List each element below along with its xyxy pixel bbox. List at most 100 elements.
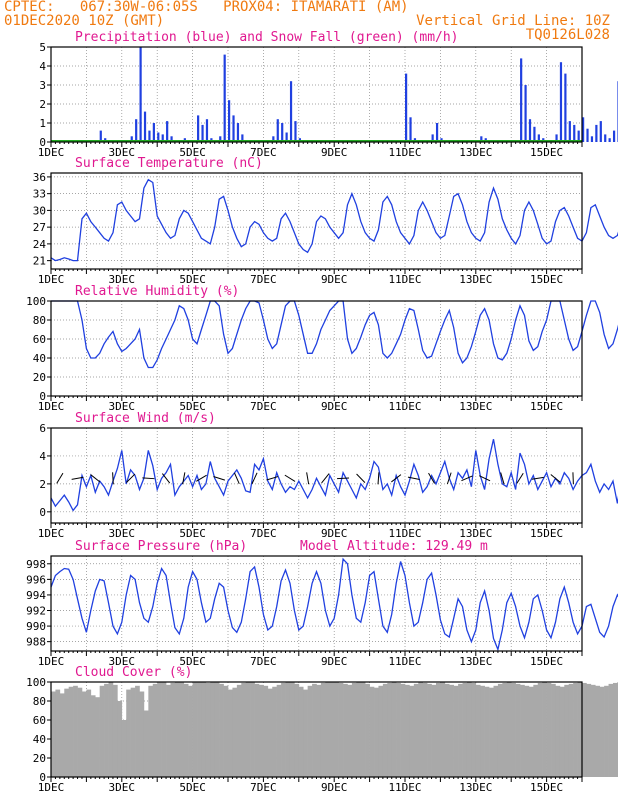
cloud-bar <box>316 684 322 777</box>
precip-bar <box>612 130 616 142</box>
precip-bar <box>524 85 527 142</box>
cloud-bar <box>325 682 331 777</box>
cloud-bar <box>462 682 468 777</box>
series-line <box>50 557 618 652</box>
cloud-bar <box>276 684 282 777</box>
cloud-bar <box>51 691 56 777</box>
cloud-bar <box>604 685 609 777</box>
cloud-bar <box>73 685 78 777</box>
x-tick-label: 1DEC <box>38 400 65 413</box>
cloud-bar <box>590 684 596 777</box>
wind-arrow <box>213 475 226 481</box>
cloud-bar <box>409 685 415 777</box>
cloud-bar <box>245 682 251 777</box>
cloud-bar <box>334 682 339 777</box>
cloud-bar <box>108 682 114 777</box>
cloud-bar <box>533 684 539 777</box>
cloud-bar <box>219 683 224 777</box>
y-tick-label: 0 <box>39 506 46 519</box>
cloud-bar <box>582 682 587 777</box>
cloud-bar <box>64 688 69 777</box>
x-tick-label: 15DEC <box>530 527 563 540</box>
panel-title: Surface Pressure (hPa) <box>75 539 247 554</box>
precip-bar <box>205 119 209 142</box>
cloud-bar <box>382 683 388 777</box>
x-tick-label: 11DEC <box>388 400 421 413</box>
y-tick-label: 21 <box>33 255 46 268</box>
cloud-bar <box>542 682 547 777</box>
x-tick-label: 13DEC <box>459 527 492 540</box>
precip-bar <box>236 123 240 142</box>
precip-bar <box>285 132 288 142</box>
wind-arrow <box>56 472 64 484</box>
station-header: CPTEC: 067:30W-06:05S PROX04: ITAMARATI … <box>4 0 409 15</box>
cloud-bar <box>143 710 149 777</box>
y-tick-label: 40 <box>33 733 46 746</box>
y-tick-label: 1 <box>39 117 46 130</box>
y-tick-label: 0 <box>39 390 46 403</box>
cloud-bar <box>360 682 366 777</box>
y-tick-label: 996 <box>26 573 46 586</box>
precip-bar <box>480 136 483 142</box>
x-tick-label: 15DEC <box>530 400 563 413</box>
x-tick-label: 7DEC <box>250 146 277 159</box>
panel-title: Cloud Cover (%) <box>75 665 192 680</box>
cloud-bar <box>515 683 521 777</box>
cloud-bar <box>458 683 463 777</box>
cloud-bar <box>121 720 127 777</box>
cloud-bar <box>285 682 291 777</box>
precip-bar <box>201 124 204 142</box>
wind-arrow <box>531 476 544 480</box>
cloud-bar <box>59 693 65 777</box>
precip-bar <box>564 73 567 142</box>
cloud-bar <box>104 683 109 777</box>
cloud-bar <box>564 684 570 777</box>
x-tick-label: 13DEC <box>459 655 492 668</box>
cloud-bar <box>343 683 348 777</box>
x-tick-label: 11DEC <box>388 273 421 286</box>
wind-arrow <box>233 472 240 484</box>
cloud-bar <box>210 682 216 777</box>
cloud-bar <box>152 683 158 777</box>
wind-arrow <box>461 475 473 482</box>
y-tick-label: 36 <box>33 171 46 184</box>
x-tick-label: 3DEC <box>109 400 136 413</box>
panel-title: Surface Wind (m/s) <box>75 411 216 426</box>
wind-arrow <box>266 476 279 481</box>
precip-bar <box>281 123 284 142</box>
precip-bar <box>604 134 607 142</box>
precip-bar <box>157 132 160 142</box>
run-datetime: 01DEC2020 10Z (GMT) <box>4 13 165 29</box>
wind-arrow <box>500 472 505 485</box>
y-tick-label: 80 <box>33 314 46 327</box>
cloud-bar <box>475 684 481 777</box>
precip-bar <box>568 121 571 142</box>
x-tick-label: 15DEC <box>530 781 563 794</box>
cloud-bar <box>263 685 269 777</box>
cloud-bar <box>546 682 552 777</box>
y-tick-label: 20 <box>33 752 46 765</box>
cloud-bar <box>228 689 233 777</box>
x-tick-label: 9DEC <box>321 527 348 540</box>
cloud-bar <box>214 682 220 777</box>
precip-bar <box>555 134 558 142</box>
x-tick-label: 3DEC <box>109 781 136 794</box>
cloud-bar <box>356 682 362 777</box>
y-tick-label: 60 <box>33 714 46 727</box>
wind-arrow <box>71 476 84 480</box>
y-tick-label: 27 <box>33 221 46 234</box>
cloud-bar <box>236 684 242 777</box>
wind-arrow <box>251 472 258 484</box>
x-tick-label: 5DEC <box>179 146 206 159</box>
x-tick-label: 3DEC <box>109 527 136 540</box>
wind-arrow <box>306 472 310 485</box>
precip-bar <box>139 47 142 142</box>
cloud-bar <box>161 682 167 777</box>
wind-arrow <box>196 474 207 482</box>
cloud-bar <box>112 684 118 777</box>
precip-bar <box>223 54 226 142</box>
cloud-bar <box>139 691 145 777</box>
x-tick-label: 13DEC <box>459 273 492 286</box>
wind-arrow <box>356 473 366 483</box>
cloud-bar <box>405 684 410 777</box>
